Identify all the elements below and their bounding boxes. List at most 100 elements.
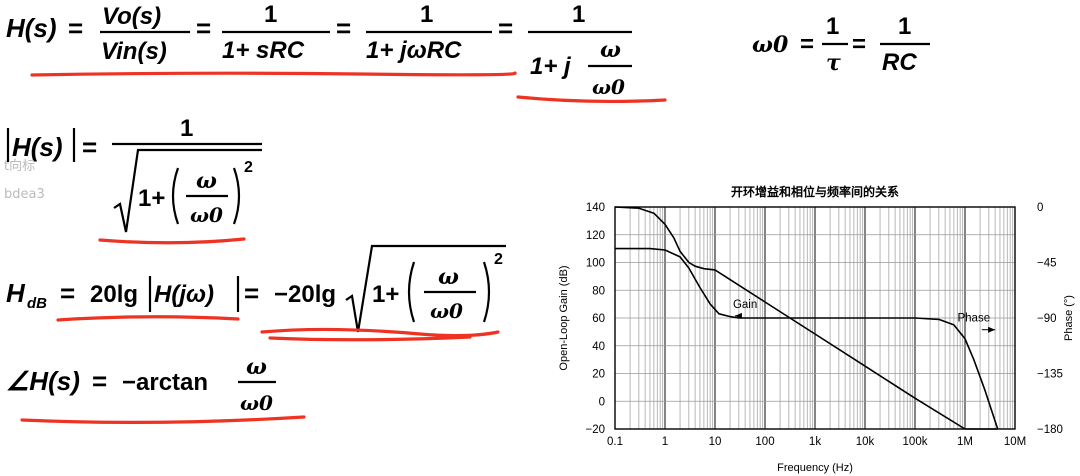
magnitude-exp: 2 xyxy=(244,159,253,176)
ghost-text-1: t向标 xyxy=(4,158,35,174)
x-tick-label: 100 xyxy=(755,436,774,448)
db-exp: 2 xyxy=(494,251,503,268)
red-underline-6 xyxy=(20,415,306,424)
cutoff-lhs: ω0 xyxy=(752,32,789,58)
y2-tick-label: 0 xyxy=(1037,202,1043,214)
phase-omega: ω xyxy=(246,354,267,380)
phase-lhs: ∠H(s) xyxy=(6,366,80,396)
chart-annotations: Gain Phase xyxy=(733,299,996,333)
db-omega0: ω0 xyxy=(430,299,463,323)
cutoff-frequency-formula: ω0 = 1 τ = 1 RC xyxy=(752,13,930,76)
y2-tick-label: −45 xyxy=(1037,258,1057,270)
magnitude-num: 1 xyxy=(180,115,193,142)
transfer-frac2-num: 1 xyxy=(264,1,277,28)
transfer-frac4-den-a: 1+ j xyxy=(530,53,572,80)
transfer-eq-1: = xyxy=(68,13,83,43)
red-underline-3 xyxy=(98,237,246,245)
magnitude-one-plus: 1+ xyxy=(138,185,165,212)
db-neg-20lg: −20lg xyxy=(274,281,336,308)
cutoff-frac1-den: τ xyxy=(826,50,841,76)
x-tick-label: 10k xyxy=(856,436,875,448)
phase-eq: = xyxy=(92,366,107,396)
transfer-inner-num: ω xyxy=(600,37,621,63)
db-omega: ω xyxy=(438,264,459,290)
series-line-phase xyxy=(614,206,998,430)
transfer-frac4-num: 1 xyxy=(572,1,585,28)
db-lhs: H xyxy=(6,278,26,308)
magnitude-formula: H(s) = 1 1+ ω ω0 2 xyxy=(6,115,262,233)
annotation-label-phase: Phase xyxy=(957,313,990,325)
y-tick-label: 120 xyxy=(586,230,605,242)
db-one-plus: 1+ xyxy=(372,281,399,308)
paren-left xyxy=(171,167,180,225)
phase-formula: ∠H(s) = −arctan ω ω0 xyxy=(6,354,276,415)
y2-axis-label: Phase (°) xyxy=(1063,295,1075,341)
db-paren-right xyxy=(482,261,491,323)
series-line-gain xyxy=(615,247,999,430)
transfer-frac3-den: 1+ jωRC xyxy=(366,37,462,64)
y-tick-label: 140 xyxy=(586,202,605,214)
transfer-eq-3: = xyxy=(336,13,351,43)
db-paren-left xyxy=(407,261,416,323)
red-underline-4 xyxy=(56,315,240,322)
cutoff-eq-2: = xyxy=(852,31,866,58)
x-tick-label: 1M xyxy=(957,436,973,448)
y-tick-label: 0 xyxy=(599,396,605,408)
magnitude-omega: ω xyxy=(196,168,217,194)
y2-tick-label: −90 xyxy=(1037,313,1057,325)
transfer-frac2-den: 1+ sRC xyxy=(222,37,305,64)
chart-frame xyxy=(614,206,1016,430)
magnitude-omega0: ω0 xyxy=(190,203,223,227)
chart-series xyxy=(614,206,999,430)
x-tick-label: 10M xyxy=(1004,436,1026,448)
y-tick-label: 20 xyxy=(592,369,605,381)
x-axis-label: Frequency (Hz) xyxy=(777,462,853,474)
magnitude-eq: = xyxy=(82,132,97,162)
y2-tick-label: −180 xyxy=(1037,424,1063,436)
transfer-eq-4: = xyxy=(498,13,513,43)
red-underline-2 xyxy=(516,95,667,104)
magnitude-sqrt xyxy=(113,148,262,233)
ghost-text-2: bdea3 xyxy=(4,187,45,202)
y-tick-label: 100 xyxy=(586,258,605,270)
y-axis-label: Open-Loop Gain (dB) xyxy=(558,265,570,370)
bode-plot: 开环增益和相位与频率间的关系 0.1 1 10 100 1k 10k 100k 1M 10M −2… xyxy=(558,184,1075,474)
db-20lg: 20lg xyxy=(90,281,138,308)
db-eq-2: = xyxy=(244,278,259,308)
red-underline-1 xyxy=(30,71,517,77)
transfer-frac1-den: Vin(s) xyxy=(101,38,167,65)
cutoff-eq-1: = xyxy=(800,31,814,58)
red-underline-5 xyxy=(260,327,500,342)
db-gain-formula: H dB = 20lg H(jω) = −20lg 1+ ω ω0 2 xyxy=(6,244,506,333)
transfer-lhs: H(s) xyxy=(6,13,57,43)
db-eq-1: = xyxy=(60,278,75,308)
x-tick-label: 1k xyxy=(809,436,821,448)
chart-ticks: 0.1 1 10 100 1k 10k 100k 1M 10M −20 0 20 40 60 80 100 12… xyxy=(585,202,1062,448)
paren-right xyxy=(232,167,241,225)
x-tick-label: 1 xyxy=(662,436,668,448)
x-tick-label: 100k xyxy=(903,436,928,448)
y-tick-label: 60 xyxy=(592,313,605,325)
transfer-function-formula: H(s) = Vo(s) Vin(s) = 1 1+ sRC = 1 1+ jω… xyxy=(6,1,632,99)
transfer-frac3-num: 1 xyxy=(420,1,433,28)
y-tick-label: 80 xyxy=(592,285,605,297)
transfer-frac1-num: Vo(s) xyxy=(102,3,161,30)
magnitude-lhs: H(s) xyxy=(12,132,63,162)
x-tick-label: 10 xyxy=(709,436,722,448)
transfer-eq-2: = xyxy=(196,13,211,43)
db-sub: dB xyxy=(27,295,47,312)
cutoff-frac1-num: 1 xyxy=(826,13,839,40)
phase-arctan: −arctan xyxy=(122,369,208,396)
cutoff-frac2-num: 1 xyxy=(898,13,911,40)
y-tick-label: −20 xyxy=(585,424,605,436)
db-sqrt xyxy=(345,244,506,333)
y2-tick-label: −135 xyxy=(1037,369,1063,381)
db-hjw: H(jω) xyxy=(154,281,214,308)
x-tick-label: 0.1 xyxy=(607,436,623,448)
transfer-inner-den: ω0 xyxy=(592,75,625,99)
cutoff-frac2-den: RC xyxy=(882,49,917,76)
annotation-arrow-head xyxy=(988,326,996,333)
chart-title: 开环增益和相位与频率间的关系 xyxy=(731,184,899,199)
annotation-arrow-head xyxy=(734,312,742,319)
